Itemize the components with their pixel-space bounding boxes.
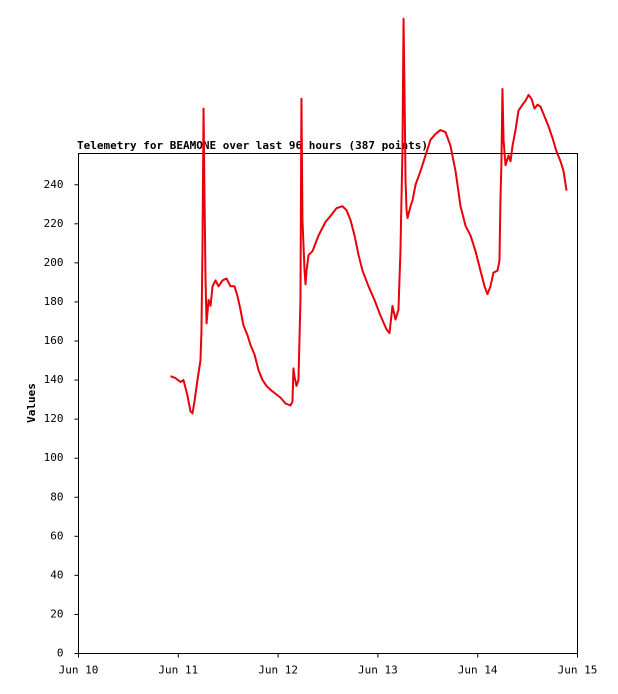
y-tick-label: 40 xyxy=(50,568,63,581)
x-tick-label: Jun 13 xyxy=(358,664,398,677)
series-line xyxy=(170,17,568,415)
y-tick-label: 220 xyxy=(44,217,64,230)
y-tick-label: 160 xyxy=(44,334,64,347)
y-tick-label: 80 xyxy=(50,490,63,503)
y-tick-label: 60 xyxy=(50,529,63,542)
y-axis-label: Values xyxy=(25,383,38,423)
chart-title: Telemetry for BEAMONE over last 96 hours… xyxy=(77,139,428,152)
y-tick-label: 240 xyxy=(44,178,64,191)
y-tick-label: 0 xyxy=(57,647,64,660)
y-tick-label: 120 xyxy=(44,412,64,425)
plot-frame xyxy=(78,153,578,654)
y-tick-label: 100 xyxy=(44,451,64,464)
y-tick-label: 180 xyxy=(44,295,64,308)
x-tick-label: Jun 11 xyxy=(158,664,198,677)
x-tick-label: Jun 14 xyxy=(458,664,498,677)
x-tick-label: Jun 12 xyxy=(258,664,298,677)
x-tick-label: Jun 15 xyxy=(558,664,598,677)
y-tick-label: 140 xyxy=(44,373,64,386)
y-tick-label: 20 xyxy=(50,607,63,620)
y-tick-label: 200 xyxy=(44,256,64,269)
x-tick-label: Jun 10 xyxy=(59,664,99,677)
